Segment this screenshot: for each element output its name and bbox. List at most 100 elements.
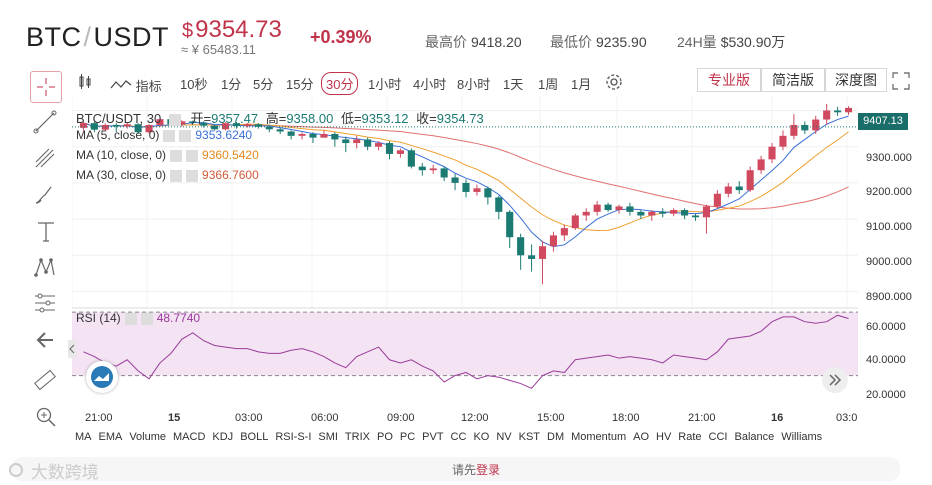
time-tick: 15 <box>168 412 181 424</box>
cny-price: ≈ ¥ 65483.11 <box>181 42 256 57</box>
collapse-toolbar-handle[interactable] <box>68 340 76 358</box>
indicator-rsi-s-i[interactable]: RSI-S-I <box>275 431 312 443</box>
interval-9[interactable]: 1周 <box>538 77 559 92</box>
settings-icon[interactable] <box>170 149 183 162</box>
settings-icon[interactable] <box>170 169 183 182</box>
candle <box>287 131 295 136</box>
indicator-nv[interactable]: NV <box>496 431 512 443</box>
interval-7[interactable]: 8小时 <box>457 77 491 92</box>
crosshair-tool[interactable] <box>30 71 62 103</box>
indicator-ao[interactable]: AO <box>633 431 650 443</box>
indicator-balance[interactable]: Balance <box>734 431 775 443</box>
interval-10[interactable]: 1月 <box>571 77 592 92</box>
measure-tool[interactable] <box>33 291 57 320</box>
indicator-kdj[interactable]: KDJ <box>212 431 234 443</box>
indicator-volume[interactable]: Volume <box>129 431 167 443</box>
back-tool[interactable] <box>35 330 55 355</box>
close-icon[interactable] <box>186 149 199 162</box>
time-tick: 12:00 <box>461 412 489 424</box>
indicator-pc[interactable]: PC <box>399 431 416 443</box>
interval-8[interactable]: 1天 <box>503 77 524 92</box>
wave-icon <box>110 80 132 89</box>
interval-0[interactable]: 10秒 <box>180 77 208 92</box>
settings-icon[interactable] <box>163 129 176 142</box>
rsi-value: 48.7740 <box>156 311 201 325</box>
candle <box>462 182 470 192</box>
price-tick: 9200.000 <box>866 186 912 198</box>
interval-1[interactable]: 1分 <box>221 77 242 92</box>
indicator-dm[interactable]: DM <box>547 431 565 443</box>
indicator-cc[interactable]: CC <box>450 431 467 443</box>
tab-simple[interactable]: 简洁版 <box>761 68 825 92</box>
interval-5[interactable]: 1小时 <box>368 77 402 92</box>
candle <box>582 211 590 216</box>
candle <box>145 124 153 133</box>
pattern-tool[interactable] <box>33 255 57 284</box>
ohlc-legend: BTC/USDT, 30 开=9357.47 高=9358.00 低=9353.… <box>76 108 484 127</box>
indicator-boll[interactable]: BOLL <box>240 431 269 443</box>
settings-gear-icon[interactable] <box>604 72 624 97</box>
ma30-value: 9366.7600 <box>202 168 259 182</box>
candle <box>254 124 262 127</box>
ruler-tool[interactable] <box>33 368 57 397</box>
indicator-ema[interactable]: EMA <box>98 431 123 443</box>
indicator-rate[interactable]: Rate <box>678 431 702 443</box>
candle <box>243 124 251 127</box>
indicator-macd[interactable]: MACD <box>173 431 206 443</box>
indicator-cci[interactable]: CCI <box>708 431 728 443</box>
indicator-po[interactable]: PO <box>376 431 393 443</box>
candle <box>549 235 557 247</box>
crosshair-icon <box>37 78 55 96</box>
login-link[interactable]: 登录 <box>476 463 501 477</box>
scroll-to-latest-button[interactable] <box>822 367 848 393</box>
close-icon[interactable] <box>186 169 199 182</box>
candle-type-icon[interactable] <box>78 74 92 93</box>
candle <box>189 121 197 123</box>
interval-3[interactable]: 15分 <box>286 77 314 92</box>
candle <box>593 204 601 212</box>
settings-icon[interactable] <box>168 113 181 126</box>
last-price-value: 9354.73 <box>195 16 282 43</box>
settings-icon[interactable] <box>124 312 137 325</box>
price-currency-symbol: $ <box>182 20 194 42</box>
price-tick: 9300.000 <box>866 152 912 164</box>
candle <box>790 124 798 136</box>
tab-depth[interactable]: 深度图 <box>825 68 887 92</box>
fullscreen-icon[interactable] <box>892 72 910 95</box>
interval-6[interactable]: 4小时 <box>413 77 447 92</box>
fib-tool[interactable] <box>33 146 57 175</box>
candle <box>156 119 164 125</box>
text-tool[interactable] <box>35 219 57 248</box>
indicator-kst[interactable]: KST <box>518 431 541 443</box>
interval-4[interactable]: 30分 <box>321 72 359 95</box>
price-tick: 9100.000 <box>866 221 912 233</box>
low-value: 9235.90 <box>596 34 647 50</box>
low-label: 最低价 <box>550 34 592 50</box>
indicator-ma[interactable]: MA <box>75 431 92 443</box>
candle <box>724 186 732 194</box>
rsi-tick: 40.0000 <box>866 354 906 366</box>
indicator-williams[interactable]: Williams <box>781 431 823 443</box>
time-tick: 03:00 <box>235 412 263 424</box>
indicator-pvt[interactable]: PVT <box>422 431 444 443</box>
candle <box>440 168 448 178</box>
trendline-tool[interactable] <box>33 110 57 139</box>
indicator-trix[interactable]: TRIX <box>344 431 370 443</box>
candle <box>801 124 809 131</box>
indicator-momentum[interactable]: Momentum <box>571 431 627 443</box>
indicator-smi[interactable]: SMI <box>318 431 338 443</box>
indicators-button[interactable]: 指标 <box>110 76 162 95</box>
candle <box>626 206 634 212</box>
candle <box>309 134 317 138</box>
price-chart[interactable] <box>72 96 858 431</box>
brush-tool[interactable] <box>33 183 57 212</box>
ma10-legend: MA (10, close, 0) 9360.5420 <box>76 148 259 162</box>
zoom-tool[interactable] <box>35 406 57 433</box>
chart-type-button[interactable] <box>86 361 118 393</box>
interval-2[interactable]: 5分 <box>253 77 274 92</box>
tab-pro[interactable]: 专业版 <box>697 68 761 92</box>
close-icon[interactable] <box>140 312 153 325</box>
indicator-hv[interactable]: HV <box>656 431 672 443</box>
close-icon[interactable] <box>179 129 192 142</box>
indicator-ko[interactable]: KO <box>473 431 490 443</box>
